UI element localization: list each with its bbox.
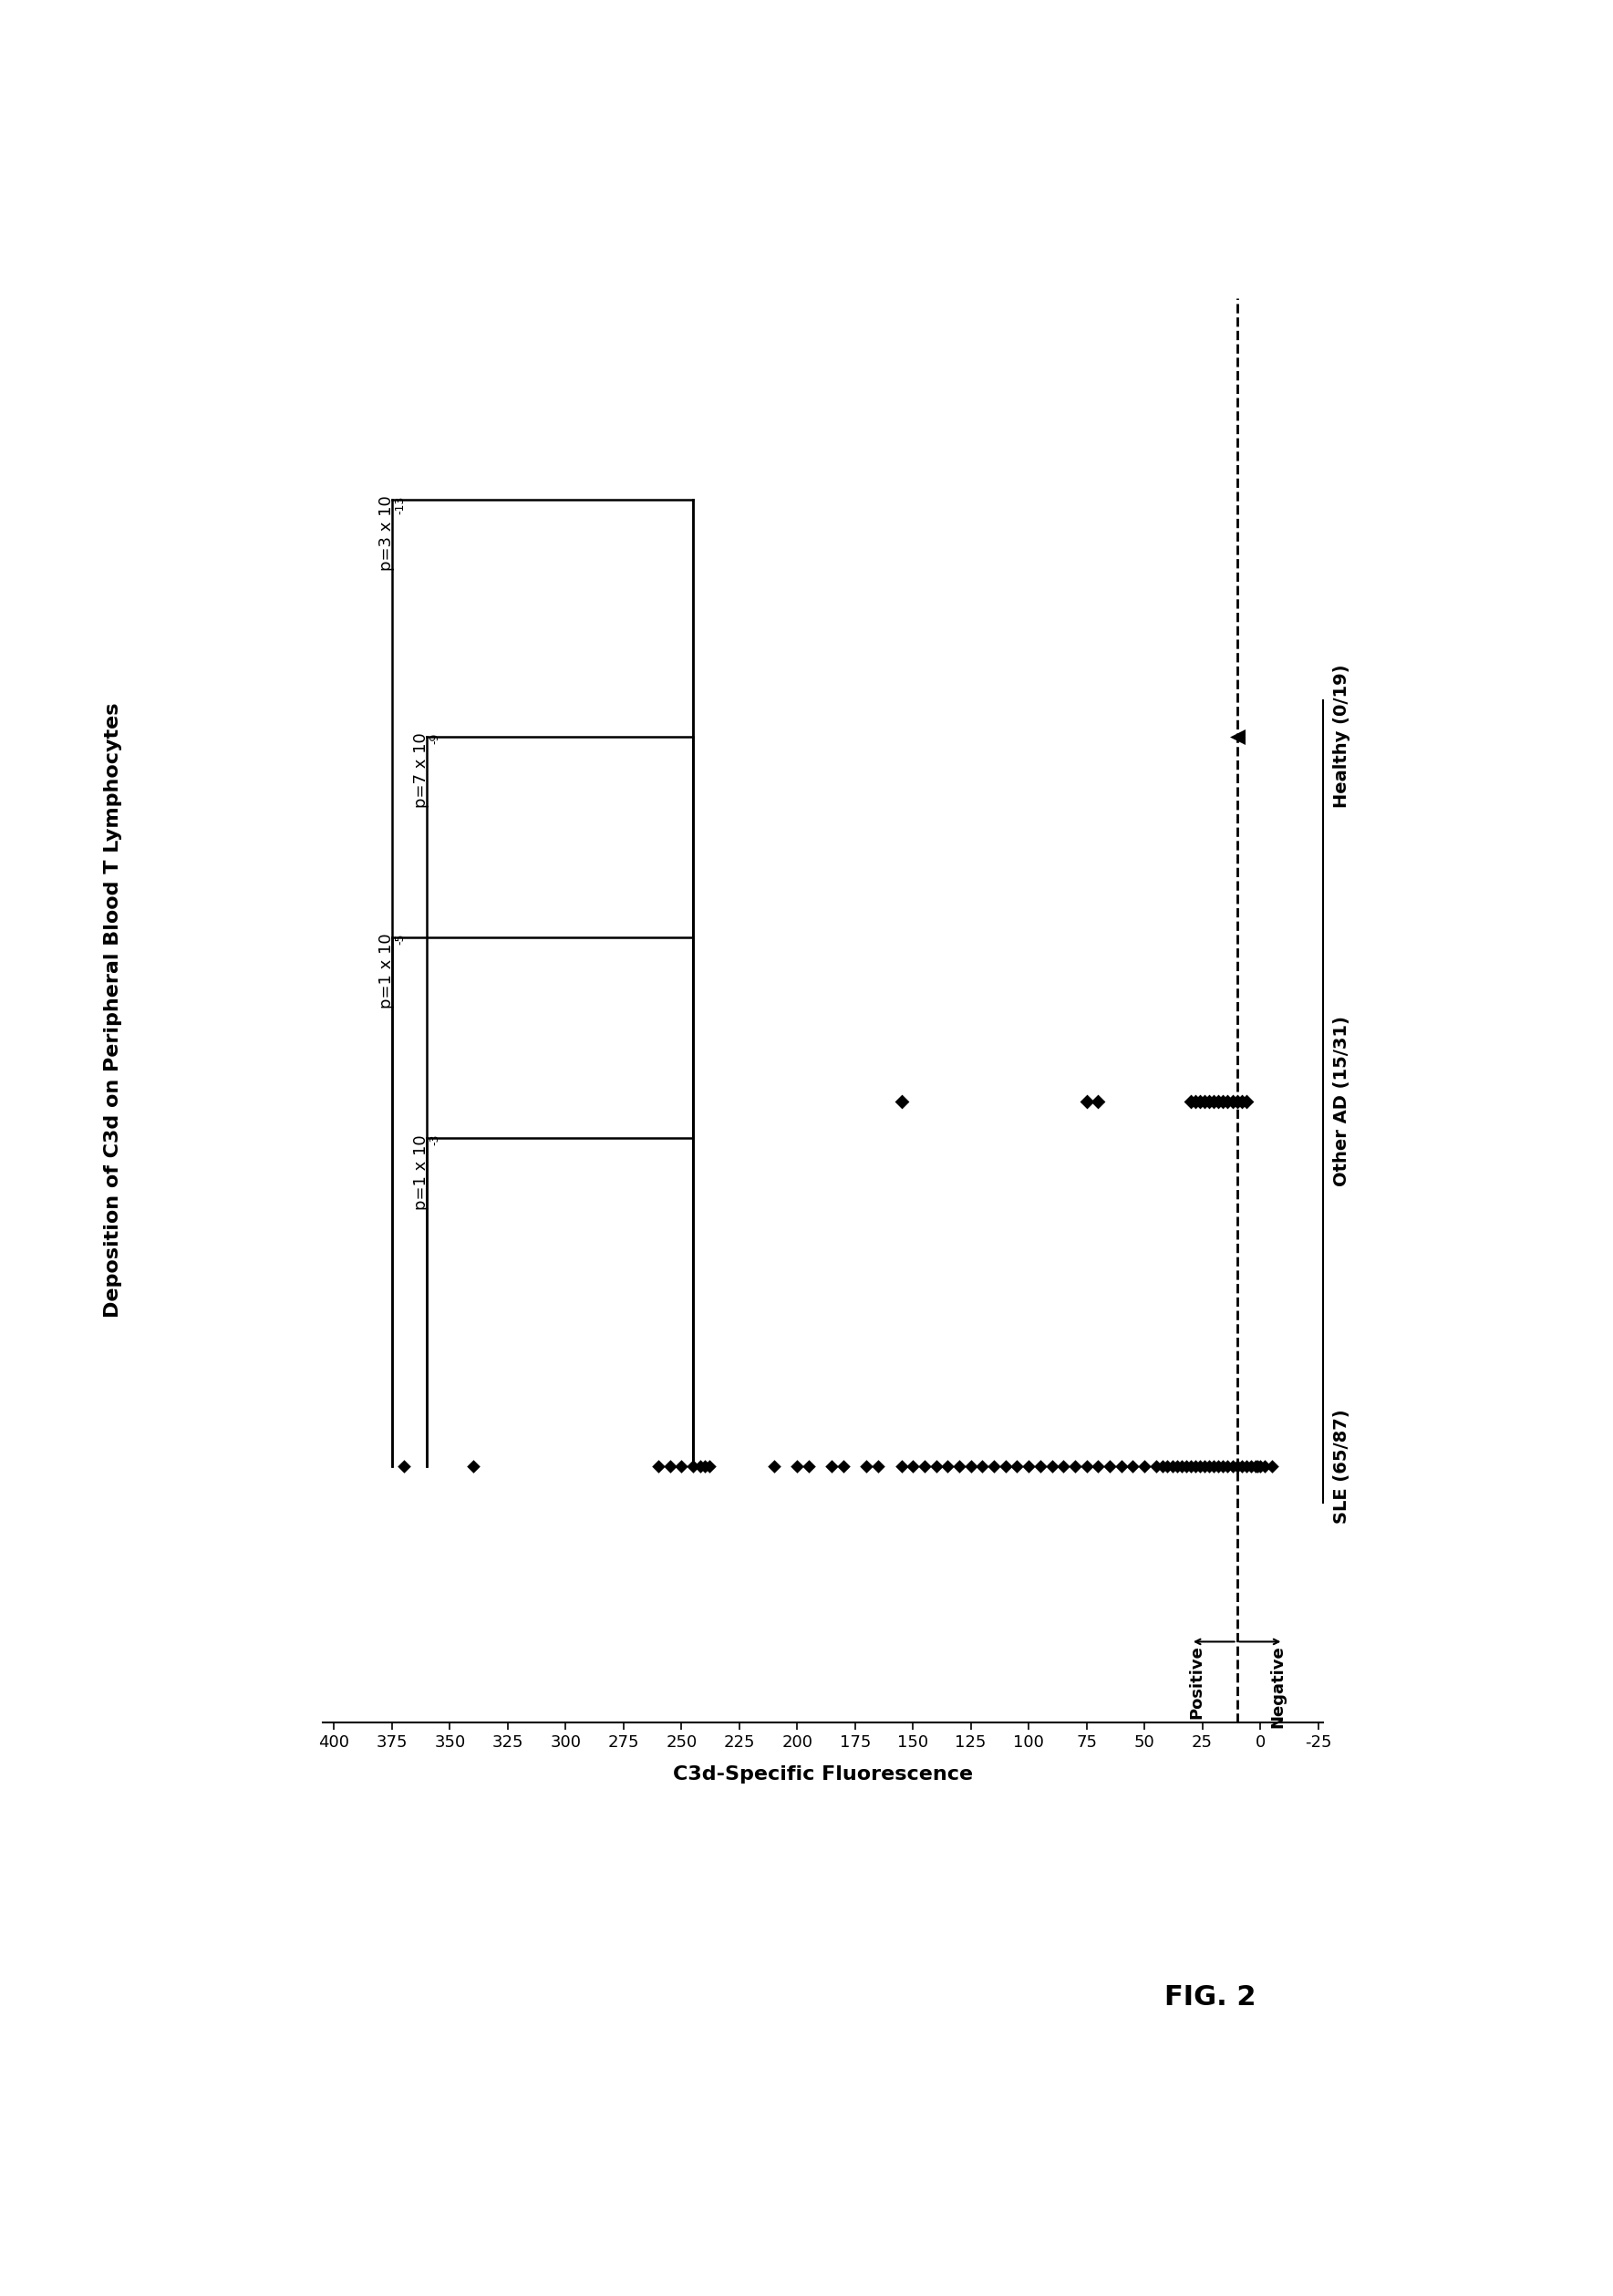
Point <box>1086 1449 1111 1486</box>
Point <box>1205 1084 1231 1120</box>
Point <box>1239 1449 1265 1486</box>
Point <box>1074 1084 1100 1120</box>
Point <box>1197 1449 1223 1486</box>
Point <box>865 1449 890 1486</box>
Point <box>831 1449 857 1486</box>
Text: -9: -9 <box>429 732 440 744</box>
Point <box>1197 1084 1223 1120</box>
Point <box>1187 1084 1213 1120</box>
Point <box>947 1449 973 1486</box>
Point <box>1074 1449 1100 1486</box>
Point <box>853 1449 879 1486</box>
Point <box>1160 1449 1186 1486</box>
Point <box>1016 1449 1042 1486</box>
Point <box>889 1084 915 1120</box>
Point <box>889 1449 915 1486</box>
Point <box>1245 1449 1271 1486</box>
Point <box>1202 1449 1227 1486</box>
Point <box>645 1449 671 1486</box>
Point <box>900 1449 926 1486</box>
Point <box>1050 1449 1076 1486</box>
Text: p=3 x 10: p=3 x 10 <box>377 496 394 572</box>
Point <box>1039 1449 1065 1486</box>
Point <box>1182 1449 1208 1486</box>
Text: p=1 x 10: p=1 x 10 <box>377 934 394 1008</box>
Point <box>1061 1449 1087 1486</box>
Point <box>1224 719 1250 755</box>
Point <box>969 1449 995 1486</box>
Point <box>1210 1449 1236 1486</box>
Text: p=1 x 10: p=1 x 10 <box>413 1134 429 1210</box>
Point <box>1165 1449 1190 1486</box>
Point <box>1229 1084 1255 1120</box>
Point <box>819 1449 845 1486</box>
Point <box>1219 1084 1245 1120</box>
Text: Deposition of C3d on Peripheral Blood T Lymphocytes: Deposition of C3d on Peripheral Blood T … <box>103 703 123 1318</box>
Point <box>1097 1449 1123 1486</box>
Point <box>1252 1449 1277 1486</box>
Point <box>1192 1084 1218 1120</box>
Point <box>1224 1084 1250 1120</box>
Point <box>1187 1449 1213 1486</box>
Point <box>1131 1449 1157 1486</box>
Point <box>1119 1449 1145 1486</box>
Point <box>697 1449 723 1486</box>
Point <box>1234 1084 1260 1120</box>
Point <box>1168 1449 1194 1486</box>
Point <box>668 1449 694 1486</box>
Point <box>1192 1449 1218 1486</box>
Point <box>1210 1084 1236 1120</box>
Point <box>1234 1449 1260 1486</box>
Point <box>795 1449 821 1486</box>
Point <box>1258 1449 1284 1486</box>
Point <box>936 1449 961 1486</box>
Point <box>1177 1084 1203 1120</box>
X-axis label: C3d-Specific Fluorescence: C3d-Specific Fluorescence <box>673 1766 973 1784</box>
Point <box>981 1449 1007 1486</box>
Point <box>1242 1449 1268 1486</box>
Point <box>761 1449 787 1486</box>
Point <box>1108 1449 1134 1486</box>
Point <box>911 1449 937 1486</box>
Text: Negative: Negative <box>1269 1646 1286 1729</box>
Point <box>1202 1084 1227 1120</box>
Point <box>1182 1084 1208 1120</box>
Text: -13: -13 <box>394 496 406 514</box>
Point <box>1247 1449 1273 1486</box>
Point <box>1005 1449 1031 1486</box>
Point <box>1086 1084 1111 1120</box>
Text: -3: -3 <box>429 1134 440 1146</box>
Point <box>1205 1449 1231 1486</box>
Text: FIG. 2: FIG. 2 <box>1165 1984 1255 2011</box>
Point <box>992 1449 1018 1486</box>
Point <box>681 1449 706 1486</box>
Point <box>390 1449 416 1486</box>
Point <box>784 1449 810 1486</box>
Point <box>692 1449 718 1486</box>
Point <box>687 1449 713 1486</box>
Point <box>1219 1449 1245 1486</box>
Text: p=7 x 10: p=7 x 10 <box>413 732 429 808</box>
Point <box>1155 1449 1181 1486</box>
Point <box>1150 1449 1176 1486</box>
Point <box>923 1449 948 1486</box>
Point <box>1229 1449 1255 1486</box>
Point <box>1173 1449 1198 1486</box>
Point <box>1027 1449 1053 1486</box>
Text: Positive: Positive <box>1189 1646 1205 1720</box>
Point <box>1215 1449 1240 1486</box>
Point <box>656 1449 682 1486</box>
Point <box>1177 1449 1203 1486</box>
Point <box>1144 1449 1169 1486</box>
Point <box>958 1449 984 1486</box>
Point <box>1215 1084 1240 1120</box>
Point <box>460 1449 486 1486</box>
Point <box>1224 1449 1250 1486</box>
Text: -5: -5 <box>394 934 406 946</box>
